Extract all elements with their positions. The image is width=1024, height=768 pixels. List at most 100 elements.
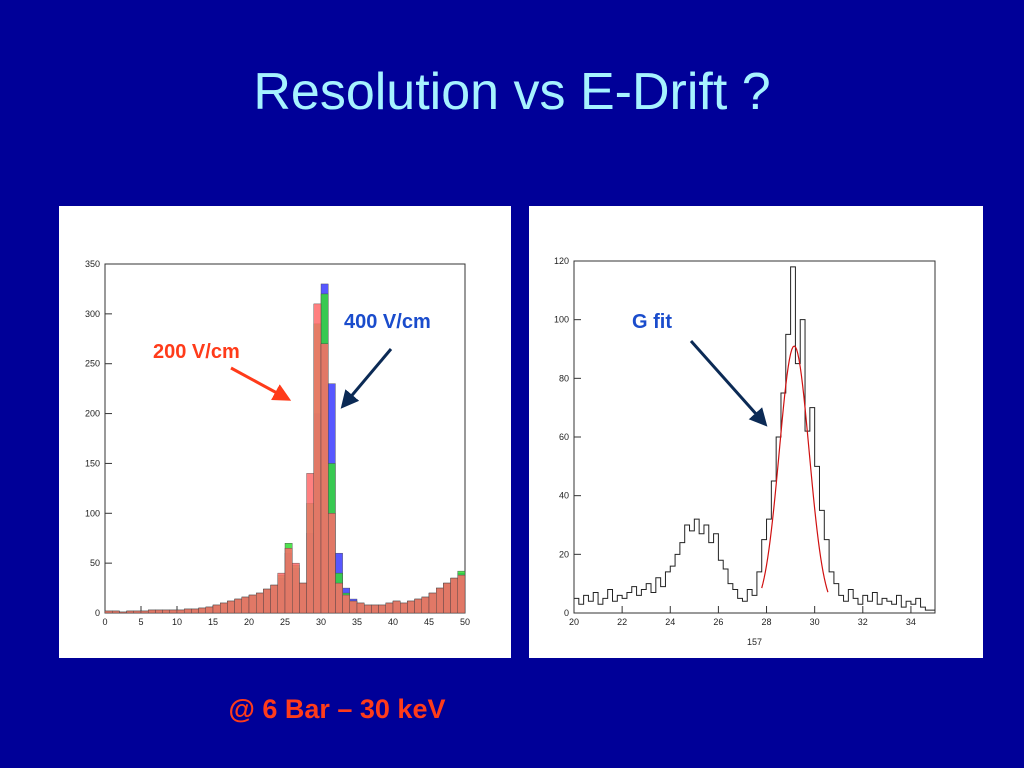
y-tick-label: 350 bbox=[85, 259, 100, 269]
annotation-200-vcm: 200 V/cm bbox=[153, 341, 240, 363]
histogram-bar bbox=[140, 610, 149, 614]
histogram-bar bbox=[385, 602, 394, 614]
histogram-bar bbox=[443, 582, 451, 614]
annotation-g-fit: G fit bbox=[632, 311, 672, 333]
histogram-bar bbox=[212, 604, 221, 614]
histogram-bar bbox=[176, 609, 185, 614]
x-tick-label: 22 bbox=[617, 617, 627, 627]
left-chart-panel: 0 50 100 150 200 250 300 350 0 5 10 15 20 25 30 35 40 45 5… bbox=[59, 206, 511, 658]
histogram-bar bbox=[313, 303, 322, 614]
x-tick-label: 32 bbox=[858, 617, 868, 627]
histogram-bar bbox=[241, 596, 250, 614]
y-tick-label: 60 bbox=[559, 432, 569, 442]
x-tick-label: 20 bbox=[569, 617, 579, 627]
gaussian-fit-curve bbox=[761, 345, 829, 593]
histogram-bar bbox=[133, 610, 142, 614]
x-tick-label: 10 bbox=[172, 617, 182, 627]
histogram-bar bbox=[227, 600, 235, 614]
histogram-bar bbox=[349, 600, 358, 614]
x-tick-label: 30 bbox=[810, 617, 820, 627]
y-tick-label: 0 bbox=[95, 608, 100, 618]
x-tick-label: 15 bbox=[208, 617, 218, 627]
arrow-200-vcm bbox=[230, 366, 292, 401]
histogram-bar bbox=[263, 588, 271, 614]
annotation-400-vcm: 400 V/cm bbox=[344, 311, 431, 333]
x-tick-label: 5 bbox=[138, 617, 143, 627]
x-tick-label: 45 bbox=[424, 617, 434, 627]
histogram-bar bbox=[428, 592, 437, 614]
histogram-bar bbox=[162, 609, 170, 614]
footer-caption: @ 6 Bar – 30 keV bbox=[228, 694, 446, 724]
histogram-bar bbox=[169, 609, 178, 614]
histogram-bar bbox=[436, 587, 444, 614]
x-tick-label: 35 bbox=[352, 617, 362, 627]
x-tick-label: 0 bbox=[102, 617, 107, 627]
histogram-bar bbox=[371, 604, 379, 614]
histogram-bar bbox=[155, 609, 163, 614]
histogram-bar bbox=[119, 611, 127, 614]
x-tick-label: 34 bbox=[906, 617, 916, 627]
y-tick-label: 200 bbox=[85, 409, 100, 419]
y-tick-label: 250 bbox=[85, 359, 100, 369]
histogram-bar bbox=[356, 602, 365, 614]
x-tick-label: 24 bbox=[665, 617, 675, 627]
x-tick-label: 50 bbox=[460, 617, 470, 627]
histogram-bar bbox=[255, 592, 264, 614]
histogram-bar bbox=[335, 582, 343, 614]
histogram-bar bbox=[364, 604, 372, 614]
histogram-bar bbox=[320, 343, 329, 614]
x-axis-label: 157 bbox=[747, 637, 762, 647]
histogram-bar bbox=[450, 577, 459, 614]
y-tick-label: 100 bbox=[554, 315, 569, 325]
y-tick-label: 80 bbox=[559, 373, 569, 383]
plot-frame bbox=[573, 260, 936, 614]
histogram-series bbox=[574, 266, 935, 611]
y-tick-label: 300 bbox=[85, 309, 100, 319]
y-tick-label: 50 bbox=[90, 558, 100, 568]
histogram-bar bbox=[126, 610, 134, 614]
histogram-bar bbox=[205, 606, 214, 614]
histogram-bar bbox=[219, 602, 228, 614]
histogram-bar bbox=[191, 608, 199, 614]
right-chart-panel: 0 20 40 60 80 100 120 20 22 24 26 28 30 32 34 157 G fit bbox=[529, 206, 983, 658]
y-tick-label: 100 bbox=[85, 508, 100, 518]
histogram-bar bbox=[328, 513, 336, 614]
arrow-g-fit bbox=[689, 340, 768, 427]
histogram-bar bbox=[104, 610, 113, 614]
histogram-bar bbox=[378, 604, 387, 614]
x-tick-label: 20 bbox=[244, 617, 254, 627]
y-tick-label: 0 bbox=[564, 608, 569, 618]
x-tick-label: 30 bbox=[316, 617, 326, 627]
arrow-400-vcm bbox=[340, 348, 393, 409]
histogram-bar bbox=[234, 598, 243, 614]
y-tick-label: 40 bbox=[559, 491, 569, 501]
histogram-bar bbox=[248, 594, 257, 614]
histogram-bar bbox=[306, 473, 315, 614]
left-histogram-chart: 0 50 100 150 200 250 300 350 0 5 10 15 20 25 30 35 40 45 5… bbox=[85, 259, 470, 627]
histogram-bar bbox=[284, 547, 293, 614]
y-tick-label: 150 bbox=[85, 458, 100, 468]
histogram-bar bbox=[457, 574, 466, 614]
histogram-bar bbox=[198, 607, 207, 614]
x-tick-label: 28 bbox=[762, 617, 772, 627]
y-tick-label: 20 bbox=[559, 549, 569, 559]
histogram-bar bbox=[291, 562, 300, 614]
histogram-series bbox=[104, 303, 466, 614]
x-tick-label: 26 bbox=[713, 617, 723, 627]
histogram-bar bbox=[147, 609, 156, 614]
y-tick-label: 120 bbox=[554, 256, 569, 266]
histogram-bar bbox=[299, 582, 307, 614]
histogram-bar bbox=[407, 600, 415, 614]
histogram-bar bbox=[112, 610, 120, 614]
histogram-bar bbox=[414, 598, 423, 614]
histogram-bar bbox=[270, 584, 279, 614]
x-tick-label: 25 bbox=[280, 617, 290, 627]
histogram-bar bbox=[342, 594, 351, 614]
histogram-bar bbox=[400, 602, 408, 614]
histogram-bar bbox=[277, 572, 286, 614]
histogram-bar bbox=[392, 600, 401, 614]
x-tick-label: 40 bbox=[388, 617, 398, 627]
histogram-bar bbox=[421, 596, 430, 614]
slide-title: Resolution vs E-Drift ? bbox=[253, 63, 771, 121]
